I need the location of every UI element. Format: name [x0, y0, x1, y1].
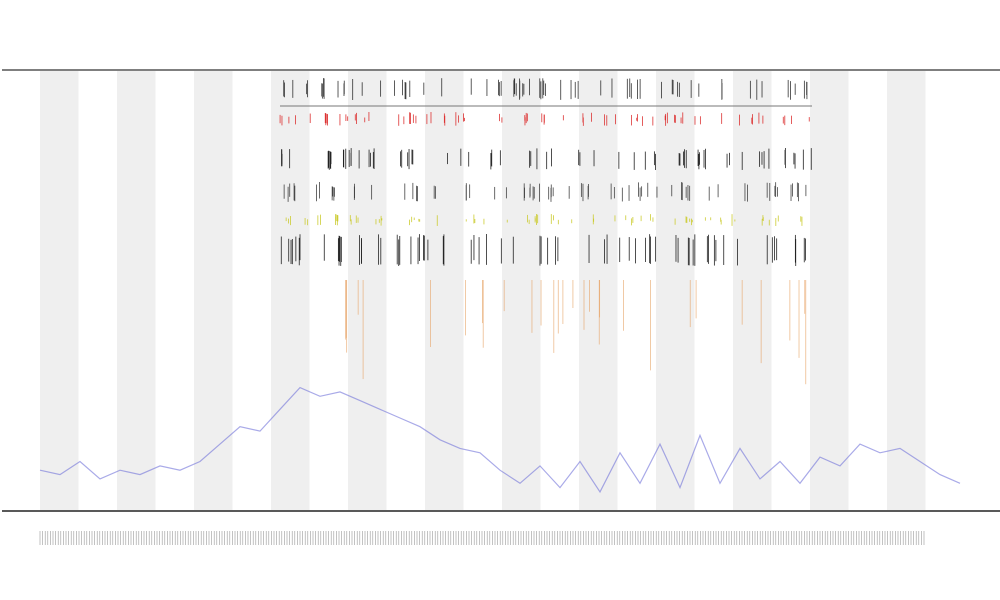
band	[733, 71, 772, 510]
background-bands	[40, 71, 926, 510]
band	[40, 71, 79, 510]
band	[425, 71, 464, 510]
band	[117, 71, 156, 510]
x-label-row	[39, 531, 925, 545]
band	[271, 71, 310, 510]
band	[656, 71, 695, 510]
band	[502, 71, 541, 510]
band	[194, 71, 233, 510]
band	[810, 71, 849, 510]
band	[579, 71, 618, 510]
annotation-tracks	[279, 78, 812, 385]
band	[348, 71, 387, 510]
band	[887, 71, 926, 510]
signal-line	[39, 386, 961, 494]
